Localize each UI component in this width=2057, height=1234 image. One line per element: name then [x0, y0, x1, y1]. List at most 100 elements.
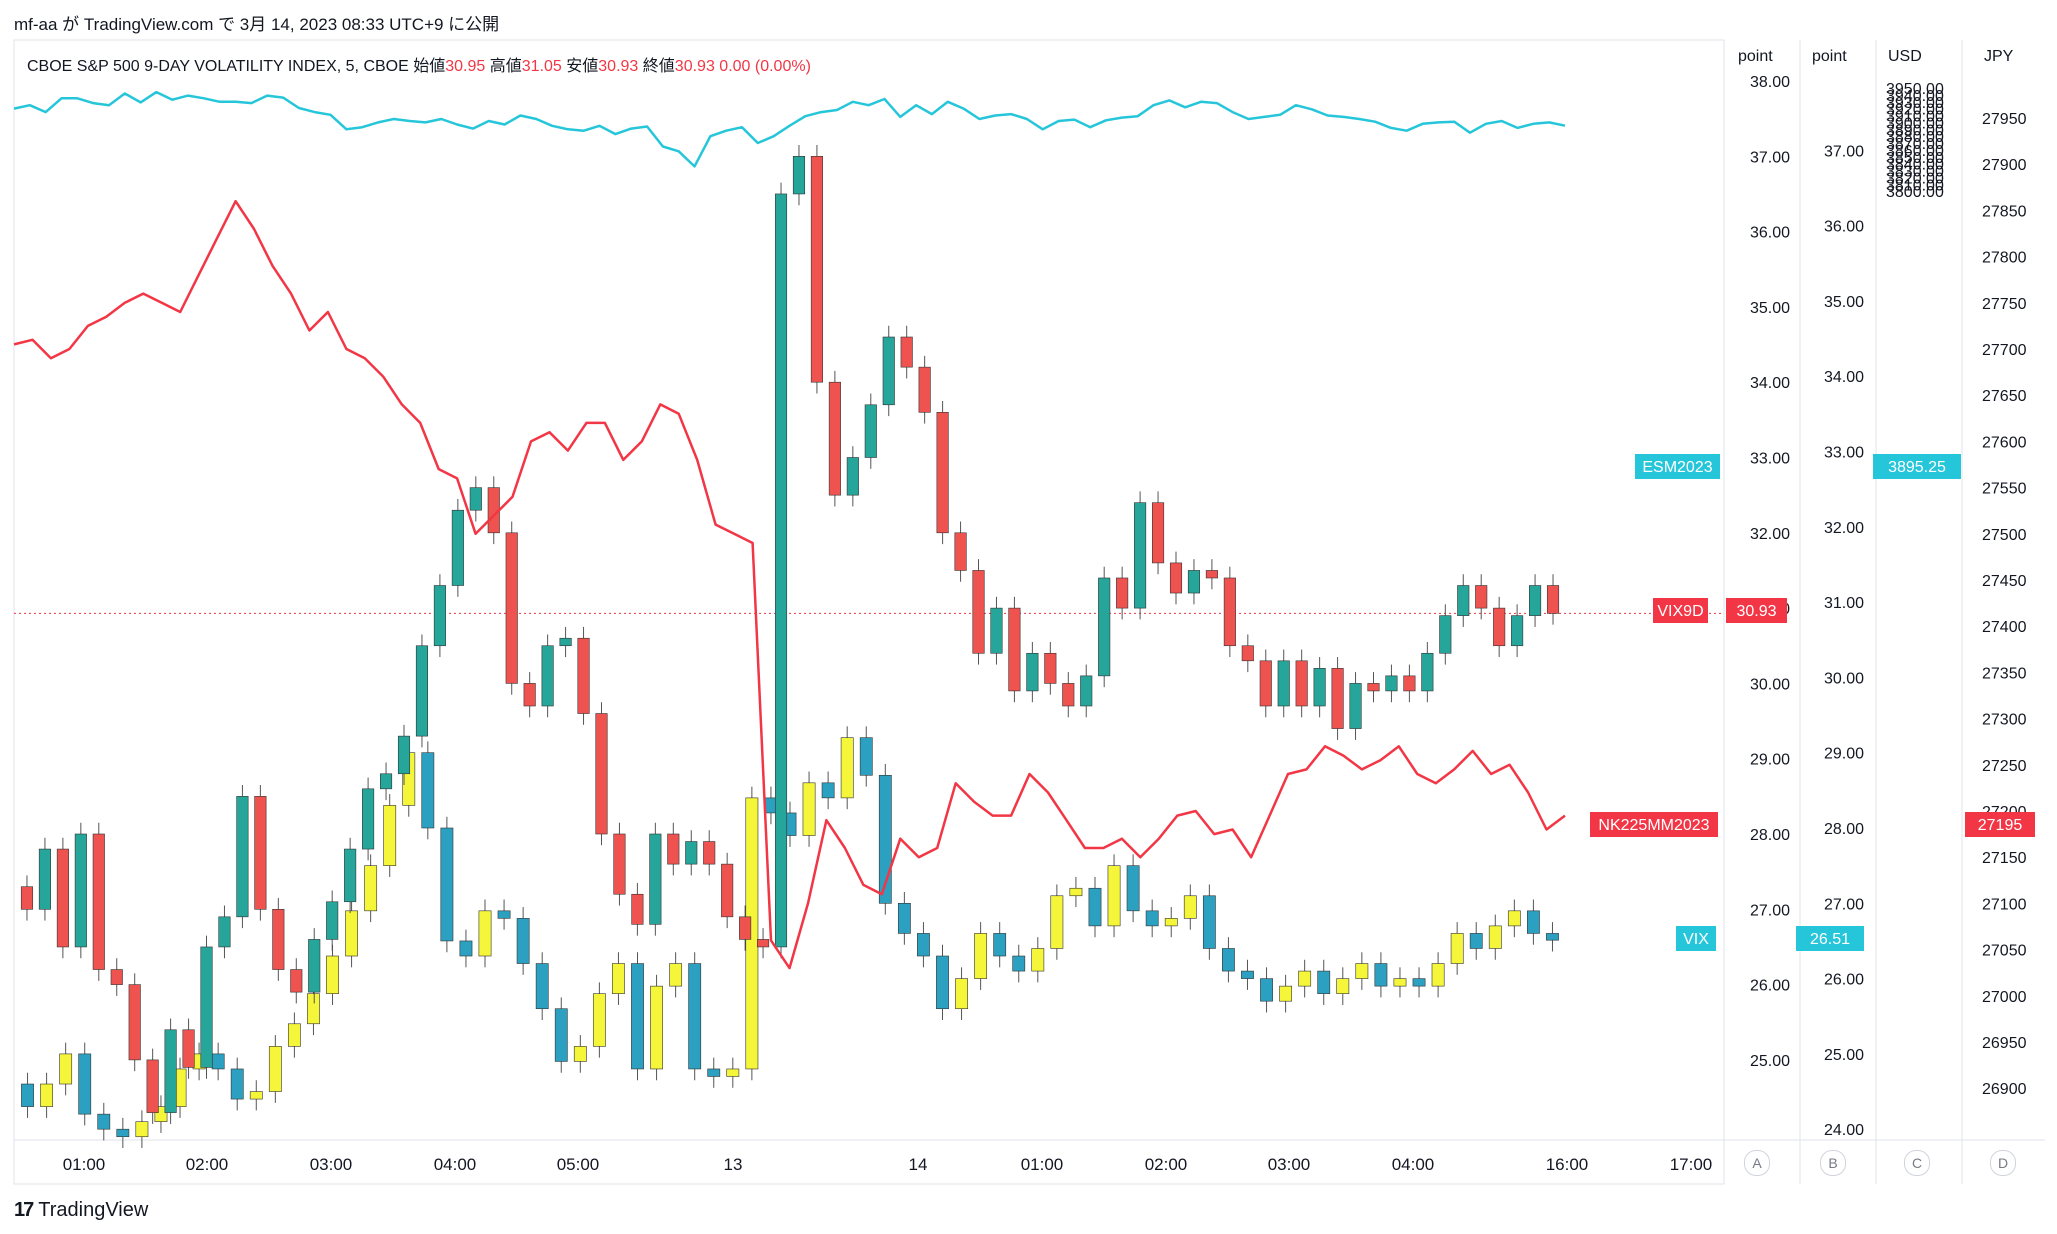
- time-tick: 16:00: [1546, 1155, 1589, 1174]
- series-label-vix9d: VIX9D: [1657, 603, 1703, 620]
- candle: [1031, 948, 1045, 972]
- candle: [523, 683, 536, 707]
- legend: CBOE S&P 500 9-DAY VOLATILITY INDEX, 5, …: [27, 52, 811, 76]
- axis-value-nk-bg: [1965, 812, 2035, 837]
- candle: [974, 933, 988, 979]
- candle: [1475, 585, 1488, 609]
- candle: [1050, 895, 1064, 949]
- axis-d-tick: 27850: [1982, 203, 2027, 220]
- axis-a-tick: 30.00: [1750, 676, 1790, 693]
- candle: [421, 752, 435, 829]
- legend-open-label: 始値: [413, 58, 446, 75]
- axis-d-tick: 27550: [1982, 481, 2027, 498]
- header-line: mf-aa が TradingView.com で 3月 14, 2023 08…: [14, 15, 500, 34]
- candle: [595, 713, 608, 835]
- candle: [1355, 963, 1369, 979]
- candle: [1279, 985, 1293, 1002]
- candle: [1421, 652, 1434, 692]
- candle: [897, 902, 911, 934]
- candle: [110, 969, 123, 985]
- axis-d-tick: 27950: [1982, 111, 2027, 128]
- candle: [1026, 652, 1039, 692]
- candle: [1331, 668, 1344, 729]
- candle: [972, 570, 985, 654]
- candle: [135, 1121, 149, 1138]
- candle: [287, 1023, 301, 1047]
- axis-b-tick: 33.00: [1824, 445, 1864, 462]
- series-line-esm2023: [13, 90, 1566, 168]
- axis-b-tick: 25.00: [1824, 1047, 1864, 1064]
- axis-b-tick: 27.00: [1824, 896, 1864, 913]
- axis-a-tick: 28.00: [1750, 827, 1790, 844]
- time-tick: 13: [724, 1155, 743, 1174]
- candle: [703, 841, 716, 865]
- candle: [146, 1059, 159, 1113]
- axis-b-tick: 35.00: [1824, 294, 1864, 311]
- candle: [535, 963, 549, 1010]
- candle: [577, 637, 590, 714]
- candle: [559, 637, 572, 647]
- axis-d-tick: 27500: [1982, 527, 2027, 544]
- axis-d-tick: 27800: [1982, 250, 2027, 267]
- time-tick: 02:00: [186, 1155, 229, 1174]
- candle: [1403, 675, 1416, 692]
- legend-high-label: 高値: [489, 58, 522, 75]
- candle: [1062, 683, 1075, 707]
- candle: [828, 381, 841, 496]
- candle: [1152, 502, 1165, 564]
- axis-value-vix-bg: [1796, 926, 1864, 951]
- time-tick: 04:00: [1392, 1155, 1435, 1174]
- axis-b-button[interactable]: B: [1820, 1150, 1846, 1176]
- candle: [573, 1046, 587, 1062]
- candle: [1385, 675, 1398, 692]
- axis-value-esm: 3895.25: [1888, 459, 1946, 476]
- axis-d-tick: 27000: [1982, 989, 2027, 1006]
- axis-a-tick: 26.00: [1750, 978, 1790, 995]
- candle: [1295, 660, 1308, 707]
- candle: [433, 585, 446, 647]
- candle: [1116, 577, 1129, 609]
- axis-c-tick: 3870.00: [1886, 136, 1944, 153]
- series-label-vix: VIX: [1683, 931, 1709, 948]
- axis-c-tick: 3950.00: [1886, 81, 1944, 98]
- axis-b-tick: 31.00: [1824, 595, 1864, 612]
- candle: [1450, 933, 1464, 964]
- candle: [864, 404, 877, 458]
- axis-c-tick: 3860.00: [1886, 143, 1944, 160]
- candle: [116, 1128, 130, 1138]
- candle: [1088, 887, 1102, 927]
- candle: [1069, 887, 1083, 897]
- axis-c-tick: 3920.00: [1886, 102, 1944, 119]
- axis-c-button[interactable]: C: [1904, 1150, 1930, 1176]
- candle: [218, 916, 231, 948]
- series-label-nk-bg: [1590, 812, 1718, 837]
- tradingview-logo-icon: 17: [14, 1199, 34, 1221]
- axis-a-tick: 36.00: [1750, 225, 1790, 242]
- candle: [56, 848, 69, 948]
- axis-d-tick: 27100: [1982, 896, 2027, 913]
- candle: [21, 1083, 34, 1107]
- candle: [1012, 955, 1026, 972]
- candle: [344, 848, 357, 903]
- axis-a-unit: point: [1738, 48, 1773, 65]
- candle: [936, 412, 949, 534]
- candle: [688, 963, 702, 1070]
- axis-d-tick: 27300: [1982, 712, 2027, 729]
- candle: [380, 773, 393, 790]
- axis-a-tick: 29.00: [1750, 752, 1790, 769]
- candle: [451, 509, 464, 586]
- candle: [345, 910, 358, 957]
- axis-c-tick: 3900.00: [1886, 115, 1944, 132]
- axis-a-tick: 35.00: [1750, 300, 1790, 317]
- candle: [1507, 910, 1521, 927]
- axis-d-tick: 26900: [1982, 1081, 2027, 1098]
- axis-a-button[interactable]: A: [1744, 1150, 1770, 1176]
- candle: [1169, 562, 1183, 594]
- candle: [1469, 933, 1483, 949]
- candle: [1134, 502, 1147, 609]
- axis-value-vix9d-bg: [1726, 598, 1787, 623]
- axis-d-button[interactable]: D: [1990, 1150, 2016, 1176]
- axis-a-tick: 27.00: [1750, 902, 1790, 919]
- axis-c-tick: 3940.00: [1886, 88, 1944, 105]
